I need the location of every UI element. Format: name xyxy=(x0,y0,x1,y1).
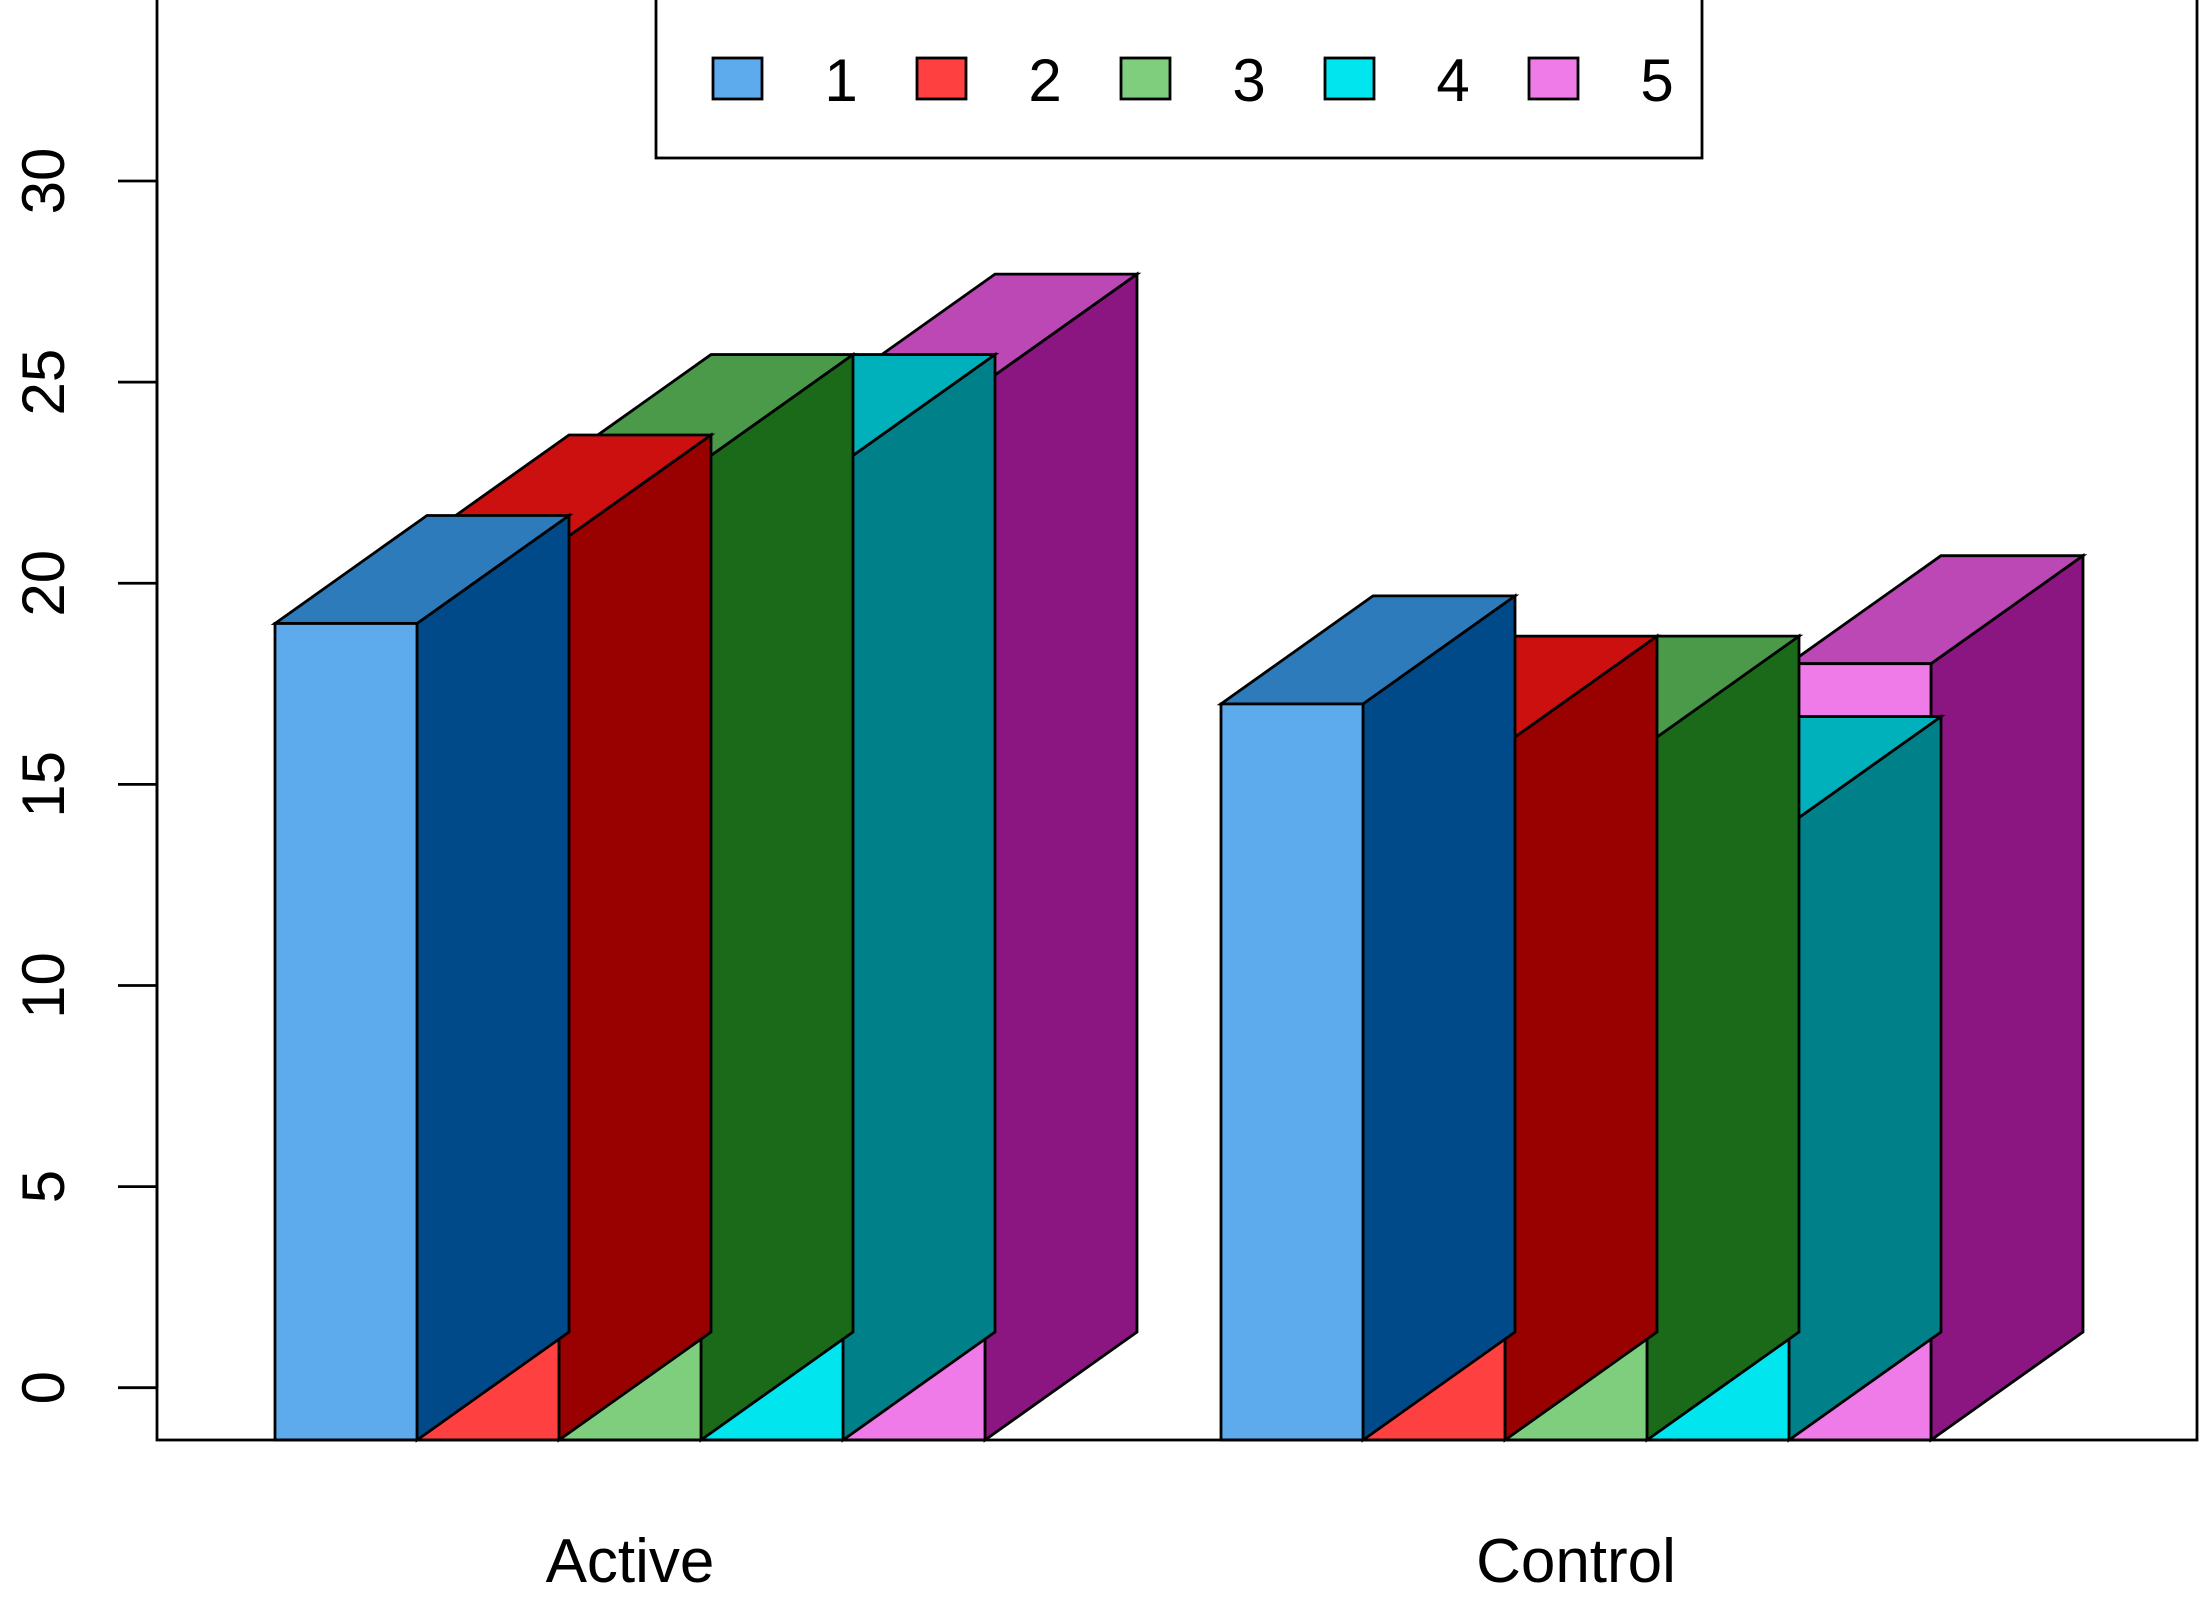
legend-label: 2 xyxy=(1028,47,1061,114)
y-tick-label: 30 xyxy=(10,148,77,215)
y-tick-label: 25 xyxy=(10,349,77,416)
y-tick-label: 15 xyxy=(10,751,77,818)
y-tick-label: 5 xyxy=(10,1170,77,1203)
bar-front xyxy=(1219,702,1365,1442)
bar-side xyxy=(699,351,855,1443)
y-tick-label: 0 xyxy=(10,1371,77,1404)
y-tick-label: 10 xyxy=(10,952,77,1019)
bar-active-series-1 xyxy=(270,512,574,1443)
bar-side xyxy=(1361,593,1517,1443)
bar-side xyxy=(1503,633,1659,1443)
bar-side xyxy=(1787,713,1943,1443)
bar-side xyxy=(1645,633,1801,1443)
x-category-label: Control xyxy=(1476,1527,1676,1596)
x-category-label: Active xyxy=(546,1527,715,1596)
bar-front xyxy=(273,622,419,1442)
legend-label: 1 xyxy=(824,47,857,114)
bar-side xyxy=(415,512,571,1443)
legend-label: 3 xyxy=(1232,47,1265,114)
legend-key xyxy=(915,56,968,101)
bar-side xyxy=(1929,552,2085,1443)
legend-box xyxy=(654,0,1704,160)
bars-layer xyxy=(270,271,2088,1443)
y-tick-label: 20 xyxy=(10,550,77,617)
legend-key xyxy=(1527,56,1580,101)
legend-key xyxy=(1119,56,1172,101)
x-axis: Active Control xyxy=(546,1527,1676,1596)
bar-control-series-1 xyxy=(1216,593,1520,1443)
legend-key xyxy=(1323,56,1376,101)
y-axis: 0 5 10 15 20 25 30 xyxy=(10,148,159,1404)
legend-label: 4 xyxy=(1436,47,1469,114)
bar-side xyxy=(841,351,997,1443)
legend-label: 5 xyxy=(1640,47,1673,114)
bar-side xyxy=(983,271,1139,1443)
legend-key xyxy=(711,56,764,101)
legend: 1 2 3 4 5 xyxy=(654,0,1704,160)
bar-side xyxy=(557,432,713,1443)
